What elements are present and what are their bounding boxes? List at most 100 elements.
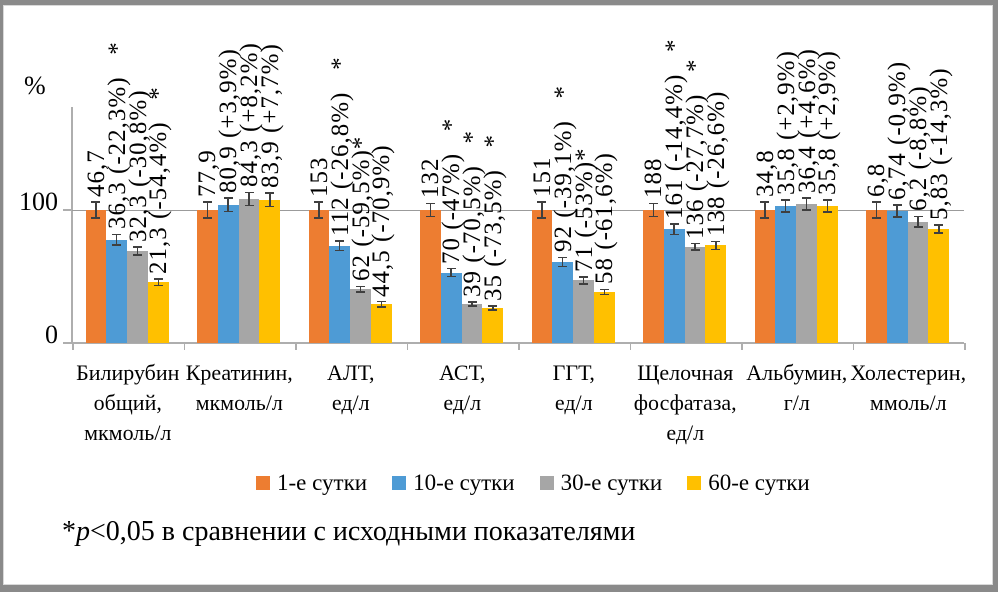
error-bar-cap xyxy=(822,199,832,201)
error-bar-cap xyxy=(711,240,721,243)
bar xyxy=(684,246,706,343)
error-bar xyxy=(917,216,919,227)
legend-label: 10-е сутки xyxy=(413,470,515,495)
bar xyxy=(643,210,664,343)
error-bar-cap xyxy=(558,265,568,268)
error-bar-cap xyxy=(669,223,679,225)
category-label: Щелочная фосфатаза, ед/л xyxy=(633,360,737,445)
y-axis-tick-0 xyxy=(63,342,72,344)
bar xyxy=(197,210,218,343)
error-bar-cap xyxy=(133,246,142,248)
bar xyxy=(482,307,504,343)
bar xyxy=(420,210,441,343)
footnote-p: p xyxy=(76,516,90,547)
bar xyxy=(816,206,838,343)
bar xyxy=(217,204,239,343)
error-bar xyxy=(541,202,543,218)
error-bar xyxy=(115,234,118,245)
x-axis-tick xyxy=(741,343,743,350)
legend-item: 1-е сутки xyxy=(256,469,367,497)
category-label: Холестерин, ммоль/л xyxy=(850,360,967,415)
error-bar-cap xyxy=(376,300,386,303)
error-bar-cap xyxy=(537,201,547,203)
bar xyxy=(775,206,797,343)
error-bar xyxy=(694,243,696,251)
footnote: *p<0,05 в сравнении с исходными показате… xyxy=(62,516,635,548)
error-bar-cap xyxy=(871,201,881,203)
error-bar-cap xyxy=(913,226,923,228)
error-bar-cap xyxy=(202,201,212,203)
x-axis-tick xyxy=(72,343,74,350)
x-axis-tick xyxy=(406,343,408,350)
error-bar-cap xyxy=(781,199,791,201)
bar-value-label: 5,83 (-14,3%) xyxy=(925,67,953,221)
bar xyxy=(663,229,685,343)
x-axis-tick xyxy=(295,343,297,350)
error-bar xyxy=(95,202,97,218)
error-bar-cap xyxy=(537,217,547,219)
error-bar-cap xyxy=(760,217,770,219)
error-bar xyxy=(338,240,341,251)
y-axis-label-100: 100 xyxy=(19,187,58,216)
category-label: АСТ, ед/л xyxy=(439,360,486,415)
error-bar-cap xyxy=(376,306,386,308)
error-bar-cap xyxy=(892,216,902,218)
bar xyxy=(370,304,392,343)
bar-value-label: 35 (-73,5%) * xyxy=(479,133,507,301)
error-bar-cap xyxy=(690,249,700,251)
y-axis-title: % xyxy=(24,71,46,100)
footnote-text: <0,05 в сравнении с исходными показателя… xyxy=(90,516,636,547)
footnote-star: * xyxy=(62,516,76,547)
error-bar-cap xyxy=(314,217,324,219)
legend-item: 30-е сутки xyxy=(539,469,662,497)
error-bar-cap xyxy=(599,288,609,291)
bar xyxy=(796,203,817,343)
bar xyxy=(329,245,351,343)
error-bar-cap xyxy=(335,240,345,242)
error-bar-cap xyxy=(669,233,679,236)
legend-item: 60-е сутки xyxy=(687,469,810,497)
error-bar-cap xyxy=(112,233,122,236)
error-bar-cap xyxy=(648,215,658,218)
error-bar-cap xyxy=(356,285,365,288)
y-axis-label-0: 0 xyxy=(45,320,58,349)
bar xyxy=(147,282,169,343)
bar-value-label: 35,8 (+2,9%) xyxy=(814,50,842,196)
bar-value-label: 21,3 (-54,4%) * xyxy=(145,86,173,275)
error-bar xyxy=(227,198,229,212)
bar xyxy=(259,199,281,343)
y-axis-line xyxy=(71,107,73,343)
error-bar-cap xyxy=(91,217,101,219)
error-bar-cap xyxy=(265,205,275,208)
legend-label: 1-е сутки xyxy=(277,470,368,495)
error-bar xyxy=(136,246,139,255)
category-label: Билирубин общий, мкмоль/л xyxy=(76,360,180,445)
bar-value-label: 44,5 (-70,9%) xyxy=(368,144,396,297)
bar-value-label: 58 (-61,6%) xyxy=(591,152,619,285)
error-bar-cap xyxy=(711,248,721,251)
gridline-100 xyxy=(72,210,964,212)
error-bar xyxy=(471,301,473,306)
error-bar xyxy=(896,205,898,218)
error-bar xyxy=(157,279,160,286)
bar xyxy=(705,245,727,343)
error-bar-cap xyxy=(871,217,881,219)
bar xyxy=(907,221,929,343)
error-bar-cap xyxy=(648,202,658,205)
bar xyxy=(928,229,950,343)
bar xyxy=(350,289,371,343)
error-bar-cap xyxy=(934,224,944,226)
error-bar xyxy=(652,203,655,217)
error-bar xyxy=(429,203,432,217)
error-bar xyxy=(561,257,564,267)
category-label: АЛТ, ед/л xyxy=(326,360,375,415)
error-bar-cap xyxy=(446,267,456,270)
x-axis-line xyxy=(72,342,964,344)
error-bar xyxy=(764,202,766,218)
error-bar-cap xyxy=(223,210,233,213)
error-bar-cap xyxy=(488,309,498,311)
bar xyxy=(127,250,148,343)
bar xyxy=(106,239,128,343)
x-axis-tick xyxy=(518,343,520,350)
x-axis-tick xyxy=(629,343,631,350)
